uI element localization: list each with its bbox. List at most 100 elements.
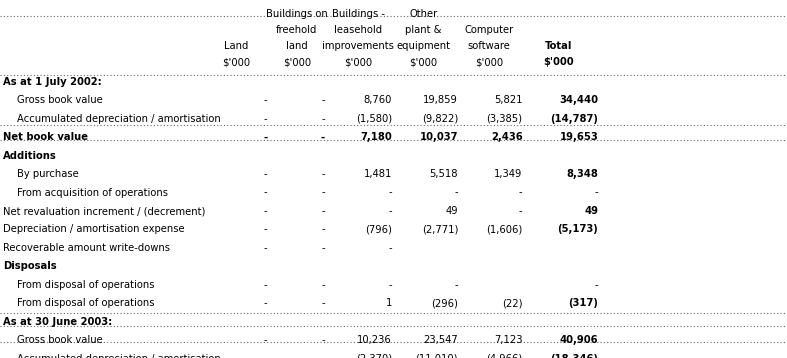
Text: -: - <box>264 169 268 179</box>
Text: 49: 49 <box>584 206 598 216</box>
Text: -: - <box>388 243 392 253</box>
Text: -: - <box>519 206 523 216</box>
Text: (1,580): (1,580) <box>356 114 392 124</box>
Text: -: - <box>264 114 268 124</box>
Text: land: land <box>286 41 308 51</box>
Text: (9,822): (9,822) <box>422 114 458 124</box>
Text: -: - <box>388 206 392 216</box>
Text: -: - <box>264 95 268 105</box>
Text: Depreciation / amortisation expense: Depreciation / amortisation expense <box>3 224 185 234</box>
Text: 8,348: 8,348 <box>566 169 598 179</box>
Text: 34,440: 34,440 <box>559 95 598 105</box>
Text: $'000: $'000 <box>544 57 574 67</box>
Text: (5,173): (5,173) <box>557 224 598 234</box>
Text: (11,010): (11,010) <box>416 353 458 358</box>
Text: $'000: $'000 <box>409 57 438 67</box>
Text: -: - <box>388 280 392 290</box>
Text: 5,821: 5,821 <box>494 95 523 105</box>
Text: 1,349: 1,349 <box>494 169 523 179</box>
Text: -: - <box>264 206 268 216</box>
Text: 8,760: 8,760 <box>364 95 392 105</box>
Text: -: - <box>321 298 325 308</box>
Text: -: - <box>264 224 268 234</box>
Text: 19,653: 19,653 <box>560 132 598 142</box>
Text: Additions: Additions <box>3 151 57 161</box>
Text: -: - <box>264 298 268 308</box>
Text: -: - <box>321 169 325 179</box>
Text: (3,385): (3,385) <box>486 114 523 124</box>
Text: 10,236: 10,236 <box>357 335 392 345</box>
Text: 5,518: 5,518 <box>430 169 458 179</box>
Text: (1,606): (1,606) <box>486 224 523 234</box>
Text: 2,436: 2,436 <box>491 132 523 142</box>
Text: (2,771): (2,771) <box>422 224 458 234</box>
Text: (4,966): (4,966) <box>486 353 523 358</box>
Text: Net revaluation increment / (decrement): Net revaluation increment / (decrement) <box>3 206 205 216</box>
Text: -: - <box>321 132 325 142</box>
Text: -: - <box>388 188 392 198</box>
Text: leasehold: leasehold <box>334 25 382 35</box>
Text: -: - <box>321 206 325 216</box>
Text: As at 30 June 2003:: As at 30 June 2003: <box>3 316 113 326</box>
Text: -: - <box>321 188 325 198</box>
Text: equipment: equipment <box>397 41 450 51</box>
Text: (22): (22) <box>502 298 523 308</box>
Text: -: - <box>264 353 268 358</box>
Text: software: software <box>467 41 510 51</box>
Text: From disposal of operations: From disposal of operations <box>17 298 155 308</box>
Text: freehold: freehold <box>276 25 317 35</box>
Text: -: - <box>321 353 325 358</box>
Text: As at 1 July 2002:: As at 1 July 2002: <box>3 77 102 87</box>
Text: plant &: plant & <box>405 25 442 35</box>
Text: Computer: Computer <box>464 25 513 35</box>
Text: -: - <box>519 188 523 198</box>
Text: 19,859: 19,859 <box>423 95 458 105</box>
Text: -: - <box>321 224 325 234</box>
Text: Total: Total <box>545 41 572 51</box>
Text: $'000: $'000 <box>475 57 503 67</box>
Text: -: - <box>454 280 458 290</box>
Text: (296): (296) <box>431 298 458 308</box>
Text: Buildings on: Buildings on <box>266 9 327 19</box>
Text: Land: Land <box>224 41 248 51</box>
Text: (2,370): (2,370) <box>356 353 392 358</box>
Text: (796): (796) <box>365 224 392 234</box>
Text: $'000: $'000 <box>222 57 250 67</box>
Text: Gross book value: Gross book value <box>17 335 103 345</box>
Text: -: - <box>264 132 268 142</box>
Text: 23,547: 23,547 <box>423 335 458 345</box>
Text: 49: 49 <box>445 206 458 216</box>
Text: -: - <box>321 114 325 124</box>
Text: Other: Other <box>409 9 438 19</box>
Text: (18,346): (18,346) <box>550 353 598 358</box>
Text: 7,180: 7,180 <box>360 132 392 142</box>
Text: Gross book value: Gross book value <box>17 95 103 105</box>
Text: (317): (317) <box>568 298 598 308</box>
Text: 1,481: 1,481 <box>364 169 392 179</box>
Text: -: - <box>264 280 268 290</box>
Text: improvements: improvements <box>322 41 394 51</box>
Text: By purchase: By purchase <box>17 169 79 179</box>
Text: 1: 1 <box>386 298 392 308</box>
Text: 10,037: 10,037 <box>419 132 458 142</box>
Text: Accumulated depreciation / amortisation: Accumulated depreciation / amortisation <box>17 114 221 124</box>
Text: $'000: $'000 <box>283 57 311 67</box>
Text: -: - <box>321 95 325 105</box>
Text: (14,787): (14,787) <box>550 114 598 124</box>
Text: -: - <box>321 335 325 345</box>
Text: From disposal of operations: From disposal of operations <box>17 280 155 290</box>
Text: Recoverable amount write-downs: Recoverable amount write-downs <box>3 243 170 253</box>
Text: 40,906: 40,906 <box>560 335 598 345</box>
Text: $'000: $'000 <box>344 57 372 67</box>
Text: -: - <box>594 188 598 198</box>
Text: -: - <box>594 280 598 290</box>
Text: Accumulated depreciation / amortisation: Accumulated depreciation / amortisation <box>17 353 221 358</box>
Text: -: - <box>321 280 325 290</box>
Text: -: - <box>454 188 458 198</box>
Text: Buildings -: Buildings - <box>331 9 385 19</box>
Text: From acquisition of operations: From acquisition of operations <box>17 188 168 198</box>
Text: -: - <box>264 335 268 345</box>
Text: 7,123: 7,123 <box>494 335 523 345</box>
Text: -: - <box>264 188 268 198</box>
Text: Net book value: Net book value <box>3 132 88 142</box>
